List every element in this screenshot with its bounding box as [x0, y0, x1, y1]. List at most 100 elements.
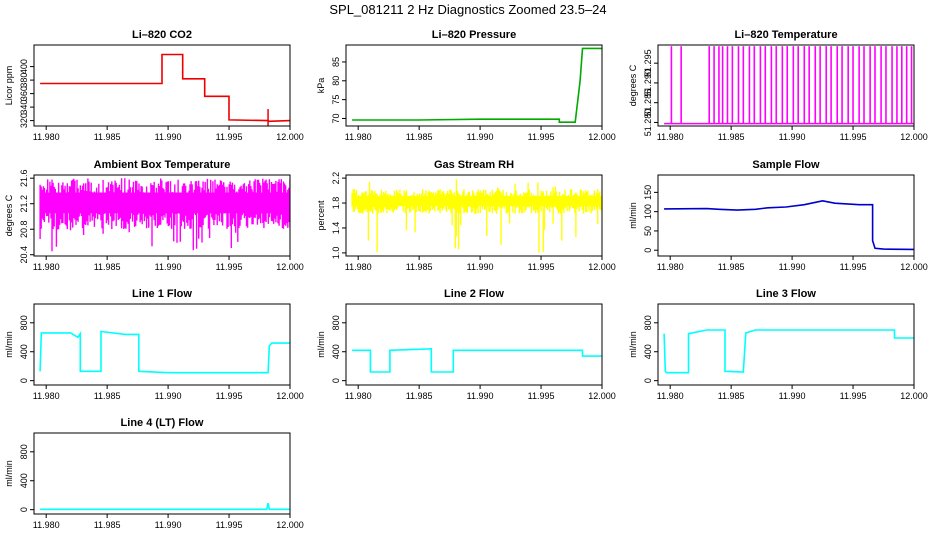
chart-panel: Line 2 Flow ml/min 11.980 11.985 11.990 11.99…	[316, 288, 616, 401]
y-tick-label: 1.8	[331, 197, 341, 210]
y-tick-label: 360	[19, 86, 29, 101]
y-tick-label: 400	[643, 344, 653, 359]
y-tick-label: 20.4	[19, 246, 29, 264]
chart-title: Li–820 Pressure	[432, 29, 516, 41]
y-tick-label: 0	[331, 378, 341, 383]
x-tick-label: 11.990	[155, 391, 182, 401]
chart-panel: Line 1 Flow ml/min 11.980 11.985 11.990 11.99…	[4, 288, 304, 401]
y-axis-label: ml/min	[4, 331, 14, 358]
y-axis-label: percent	[316, 200, 326, 231]
x-tick-label: 11.985	[94, 262, 121, 272]
y-tick-label: 51.285	[643, 89, 653, 117]
x-tick-label: 11.990	[779, 132, 806, 142]
chart-title: Li–820 CO2	[132, 29, 192, 41]
y-tick-label: 70	[331, 113, 341, 123]
x-tick-label: 11.990	[155, 520, 182, 530]
series-line	[40, 503, 290, 511]
x-tick-label: 11.985	[94, 132, 121, 142]
x-tick-label: 11.995	[216, 262, 243, 272]
chart-panel: Li–820 Temperature degrees C 11.980 11.985 1…	[628, 29, 928, 142]
plot-frame	[33, 303, 291, 386]
page-title: SPL_081211 2 Hz Diagnostics Zoomed 23.5–…	[329, 2, 607, 17]
plot-frame	[33, 174, 291, 257]
y-tick-label: 51.295	[643, 49, 653, 77]
y-tick-label: 0	[643, 248, 653, 253]
x-tick-label: 11.995	[528, 391, 555, 401]
plot-area	[40, 53, 290, 126]
y-tick-label: 21.6	[19, 169, 29, 187]
y-tick-label: 21.2	[19, 195, 29, 213]
x-tick-label: 11.985	[94, 520, 121, 530]
y-tick-label: 1.0	[331, 247, 341, 260]
y-axis-label: ml/min	[628, 331, 638, 358]
series-line	[39, 330, 290, 374]
x-tick-label: 11.990	[467, 262, 494, 272]
y-tick-label: 800	[643, 315, 653, 330]
plot-frame	[345, 44, 603, 127]
series-band	[352, 196, 602, 207]
x-tick-label: 11.995	[528, 132, 555, 142]
plot-frame	[33, 44, 291, 127]
y-tick-label: 85	[331, 57, 341, 67]
chart-panel: Ambient Box Temperature degrees C 11.980 11…	[4, 159, 304, 272]
plot-frame	[33, 432, 291, 515]
y-tick-label: 150	[643, 185, 653, 200]
plot-area	[664, 46, 914, 125]
chart-title: Line 4 (LT) Flow	[121, 417, 204, 429]
x-tick-label: 11.980	[657, 262, 684, 272]
x-tick-label: 11.985	[406, 132, 433, 142]
plot-area	[352, 347, 602, 373]
x-tick-label: 11.980	[657, 391, 684, 401]
series-line	[352, 47, 602, 123]
x-tick-label: 12.000	[900, 262, 928, 272]
x-tick-label: 12.000	[900, 132, 928, 142]
plot-area	[352, 47, 602, 123]
x-tick-label: 11.995	[840, 132, 867, 142]
y-tick-label: 80	[331, 76, 341, 86]
y-tick-label: 20.8	[19, 220, 29, 238]
series-noise	[39, 178, 290, 252]
chart-panel: Li–820 Pressure kPa 11.980 11.985 11.990 11.9…	[316, 29, 616, 142]
x-tick-label: 11.980	[657, 132, 684, 142]
chart-title: Line 2 Flow	[444, 288, 504, 300]
x-tick-label: 12.000	[588, 262, 616, 272]
y-tick-label: 800	[19, 315, 29, 330]
series-line	[40, 53, 290, 123]
plot-area	[40, 503, 290, 511]
y-tick-label: 800	[331, 315, 341, 330]
x-tick-label: 11.985	[718, 262, 745, 272]
y-tick-label: 400	[331, 344, 341, 359]
plot-frame	[657, 303, 915, 386]
y-tick-label: 0	[19, 507, 29, 512]
x-tick-label: 11.985	[718, 391, 745, 401]
y-axis-label: degrees C	[628, 64, 638, 106]
x-tick-label: 11.995	[216, 520, 243, 530]
x-tick-label: 11.985	[406, 391, 433, 401]
y-tick-label: 800	[19, 444, 29, 459]
x-tick-label: 11.985	[94, 391, 121, 401]
chart-title: Sample Flow	[752, 159, 820, 171]
series-band	[40, 192, 290, 214]
y-tick-label: 400	[19, 59, 29, 74]
series-line	[352, 347, 602, 373]
plot-area	[663, 329, 914, 374]
y-tick-label: 340	[19, 100, 29, 115]
x-tick-label: 11.990	[155, 132, 182, 142]
y-tick-label: 2.2	[331, 172, 341, 185]
x-tick-label: 12.000	[276, 520, 304, 530]
x-tick-label: 11.995	[216, 391, 243, 401]
y-tick-label: 100	[643, 204, 653, 219]
y-axis-label: kPa	[316, 78, 326, 94]
y-axis-label: Licor ppm	[4, 66, 14, 106]
series-line	[664, 199, 914, 251]
y-tick-label: 51.280	[643, 109, 653, 137]
y-tick-label: 0	[643, 378, 653, 383]
plot-frame	[345, 303, 603, 386]
x-tick-label: 11.990	[779, 262, 806, 272]
x-tick-label: 12.000	[276, 262, 304, 272]
y-tick-label: 0	[19, 378, 29, 383]
plot-frame	[657, 44, 915, 127]
y-tick-label: 50	[643, 226, 653, 236]
chart-title: Line 1 Flow	[132, 288, 192, 300]
y-axis-label: ml/min	[316, 331, 326, 358]
